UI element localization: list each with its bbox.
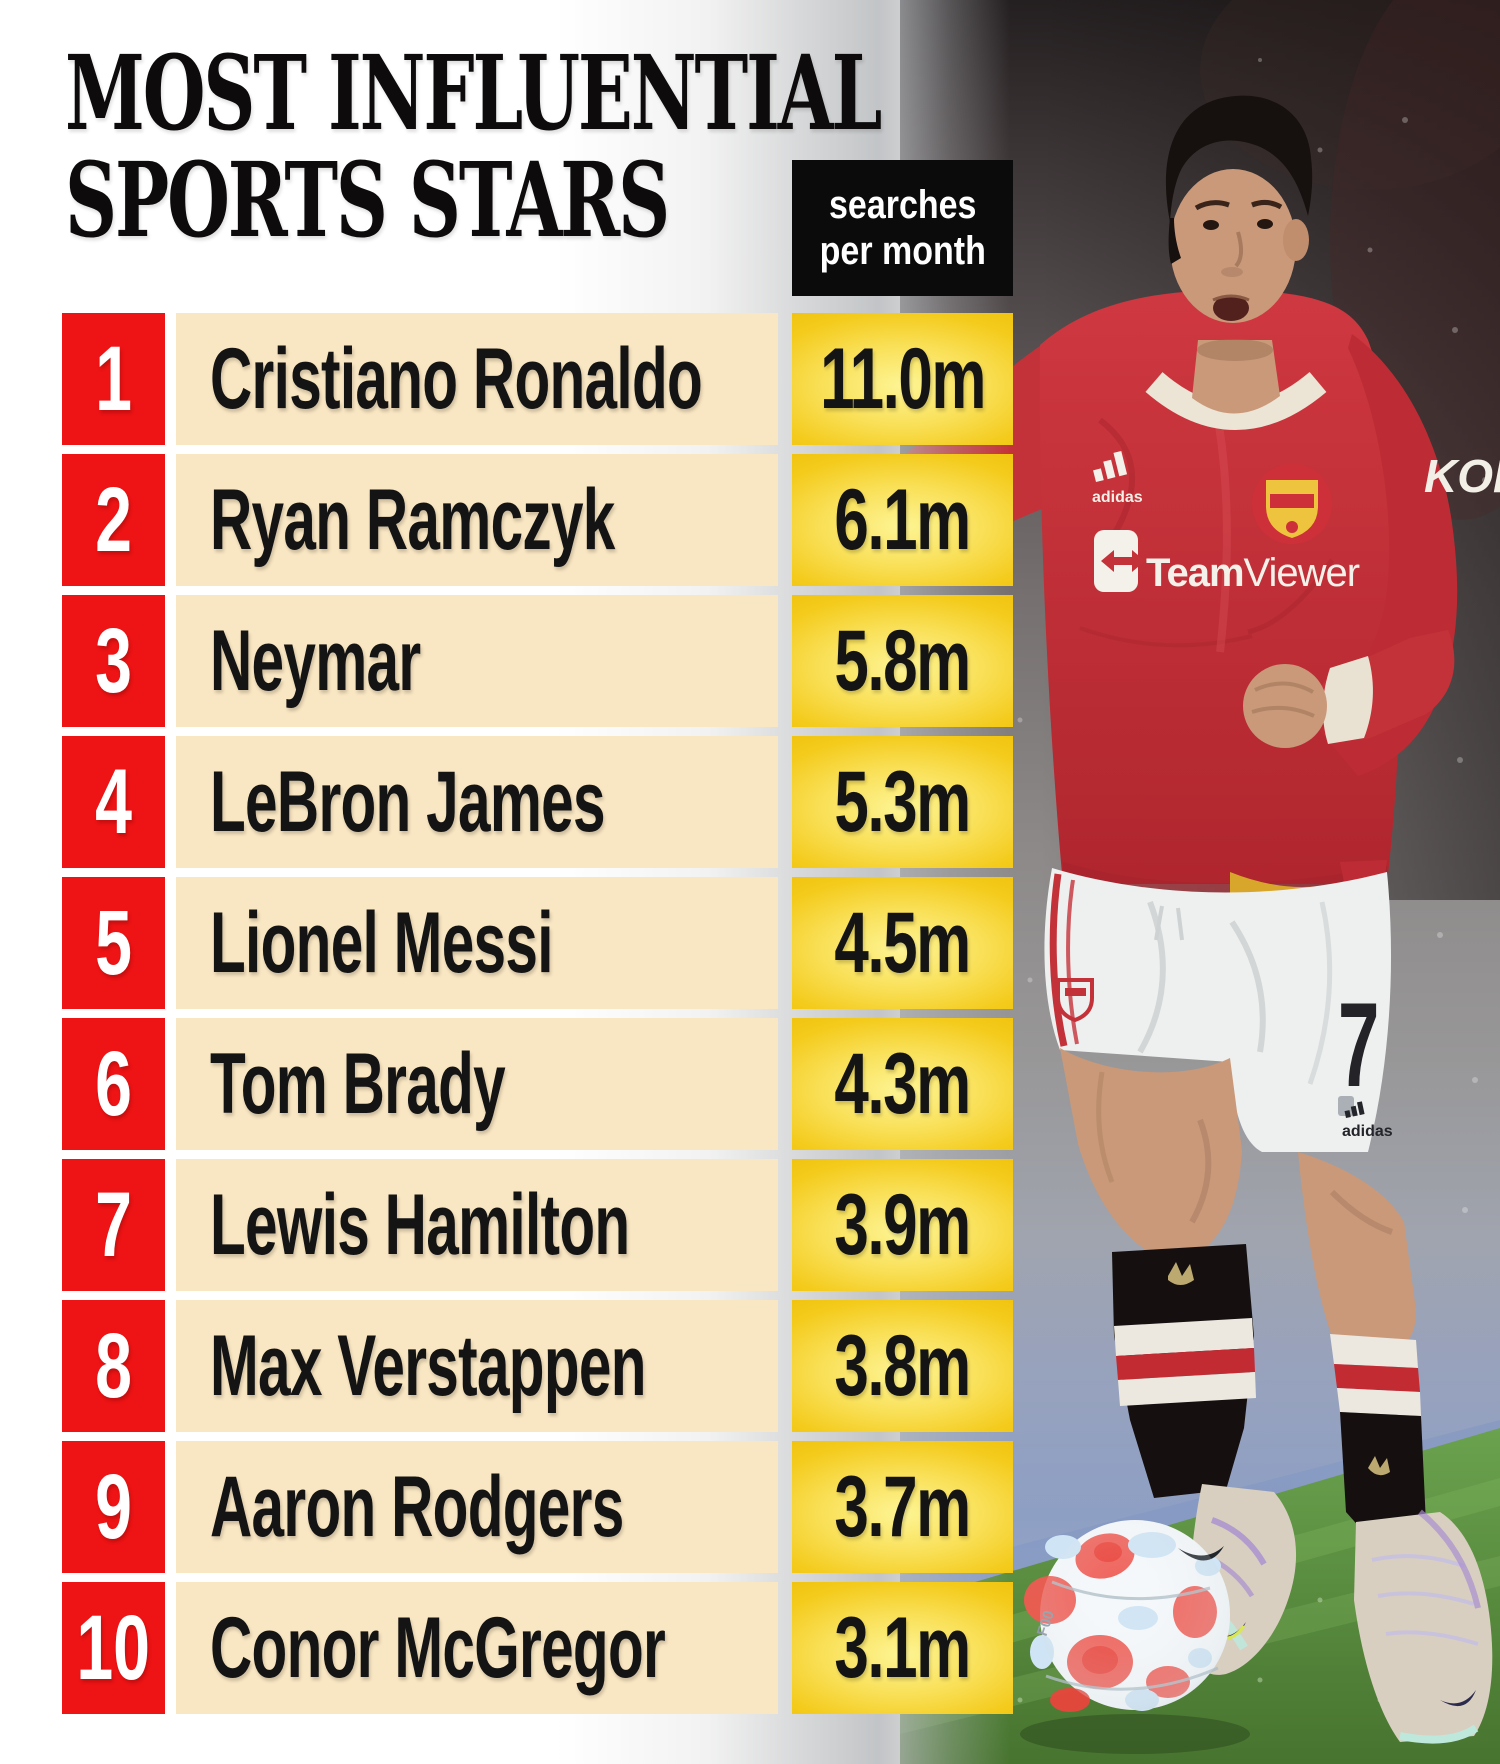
football: F00 xyxy=(1024,1520,1230,1712)
value-cell: 3.7m xyxy=(792,1441,1013,1573)
name-cell: Lionel Messi xyxy=(176,877,778,1009)
rank-cell: 8 xyxy=(62,1300,165,1432)
rank-cell: 9 xyxy=(62,1441,165,1573)
shorts-number: 7 xyxy=(1338,979,1379,1112)
rank-cell: 5 xyxy=(62,877,165,1009)
unit-badge-line-1: searches xyxy=(828,183,977,227)
ball-shadow xyxy=(1020,1714,1250,1754)
player-head xyxy=(1165,95,1313,323)
adidas-wordmark: adidas xyxy=(1092,489,1143,506)
table-row: 6 Tom Brady 4.3m xyxy=(62,1018,1013,1150)
player-photo: adidas TeamViewer KOH xyxy=(900,0,1500,1764)
name-cell: LeBron James xyxy=(176,736,778,868)
unit-badge: searches per month xyxy=(792,160,1013,296)
rank-cell: 6 xyxy=(62,1018,165,1150)
sock-crest-left xyxy=(1168,1262,1194,1285)
value-cell: 3.8m xyxy=(792,1300,1013,1432)
table-row: 8 Max Verstappen 3.8m xyxy=(62,1300,1013,1432)
title-line-2: SPORTS STARS xyxy=(65,140,670,261)
player-legs xyxy=(1060,1048,1426,1530)
ball-swoosh-icon xyxy=(1178,1546,1224,1561)
table-row: 9 Aaron Rodgers 3.7m xyxy=(62,1441,1013,1573)
table-row: 1 Cristiano Ronaldo 11.0m xyxy=(62,313,1013,445)
name-cell: Lewis Hamilton xyxy=(176,1159,778,1291)
player-boots xyxy=(1189,1484,1493,1744)
shorts-crest xyxy=(1056,978,1094,1023)
svg-text:TeamViewer: TeamViewer xyxy=(1146,551,1360,595)
value-cell: 3.9m xyxy=(792,1159,1013,1291)
rank-cell: 2 xyxy=(62,454,165,586)
name-cell: Tom Brady xyxy=(176,1018,778,1150)
name-cell: Conor McGregor xyxy=(176,1582,778,1714)
player-mouth xyxy=(1213,295,1249,321)
jersey-collar xyxy=(1145,371,1327,430)
sock-crest-right xyxy=(1368,1456,1390,1476)
name-cell: Neymar xyxy=(176,595,778,727)
table-row: 10 Conor McGregor 3.1m xyxy=(62,1582,1013,1714)
teamviewer-logo: TeamViewer xyxy=(1094,530,1361,595)
name-cell: Cristiano Ronaldo xyxy=(176,313,778,445)
league-patch xyxy=(1338,1096,1354,1116)
player-figure: adidas TeamViewer KOH xyxy=(900,95,1500,1744)
value-cell: 11.0m xyxy=(792,313,1013,445)
value-cell: 6.1m xyxy=(792,454,1013,586)
teamviewer-arrows-icon xyxy=(1101,550,1145,572)
rank-cell: 1 xyxy=(62,313,165,445)
shorts-brand-text: adidas xyxy=(1342,1123,1393,1140)
rank-cell: 4 xyxy=(62,736,165,868)
player-fist xyxy=(1243,664,1327,748)
player-shorts: 7 adidas xyxy=(1044,868,1393,1152)
table-row: 5 Lionel Messi 4.5m xyxy=(62,877,1013,1009)
name-cell: Max Verstappen xyxy=(176,1300,778,1432)
value-cell: 5.8m xyxy=(792,595,1013,727)
name-cell: Ryan Ramczyk xyxy=(176,454,778,586)
rank-cell: 10 xyxy=(62,1582,165,1714)
value-cell: 4.3m xyxy=(792,1018,1013,1150)
rank-cell: 3 xyxy=(62,595,165,727)
value-cell: 4.5m xyxy=(792,877,1013,1009)
jersey-cuff xyxy=(1322,656,1373,744)
title-line-1: MOST INFLUENTIAL xyxy=(65,33,882,154)
value-cell: 5.3m xyxy=(792,736,1013,868)
player-hair xyxy=(1165,95,1313,222)
ranking-table: 1 Cristiano Ronaldo 11.0m 2 Ryan Ramczyk… xyxy=(62,313,1013,1714)
rank-cell: 7 xyxy=(62,1159,165,1291)
table-row: 7 Lewis Hamilton 3.9m xyxy=(62,1159,1013,1291)
table-row: 2 Ryan Ramczyk 6.1m xyxy=(62,454,1013,586)
sleeve-sponsor-text: KOH xyxy=(1424,450,1500,502)
page-title: MOST INFLUENTIAL SPORTS STARS xyxy=(65,40,1230,254)
table-row: 4 LeBron James 5.3m xyxy=(62,736,1013,868)
unit-badge-line-2: per month xyxy=(819,229,986,273)
value-cell: 3.1m xyxy=(792,1582,1013,1714)
club-crest xyxy=(1252,464,1332,544)
adidas-logo: adidas xyxy=(1092,450,1143,506)
name-cell: Aaron Rodgers xyxy=(176,1441,778,1573)
table-row: 3 Neymar 5.8m xyxy=(62,595,1013,727)
